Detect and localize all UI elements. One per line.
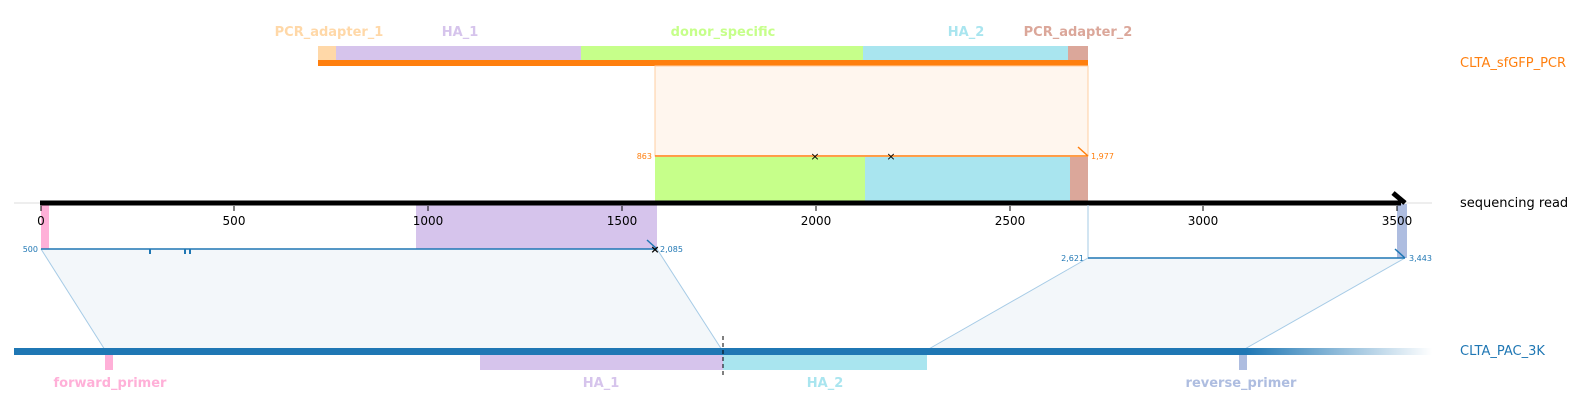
read-feature-block-forward-primer (41, 204, 49, 249)
read-tick-label: 3000 (1188, 214, 1219, 228)
ref-right-band-edge (926, 257, 1089, 351)
ref-right-alignment-start-label: 2,621 (1061, 254, 1084, 263)
pcr-feature-label: PCR_adapter_2 (1024, 25, 1133, 40)
read-feature-block-pcr-adapter-2 (1070, 157, 1088, 202)
pcr-feature-label: HA_1 (442, 25, 479, 40)
ref-left-band-edge (656, 248, 723, 351)
pcr-sequence-bar (318, 60, 1088, 66)
ref-feature-label: reverse_primer (1186, 376, 1298, 391)
pcr-track: PCR_adapter_1 HA_1 donor_specific HA_2 P… (275, 25, 1566, 71)
ref-alignments: × 500 2,085 2,621 3,443 (23, 205, 1432, 351)
mismatch-marker: × (886, 150, 895, 163)
pcr-feature-block-donor-specific (581, 46, 863, 62)
mismatch-marker: × (810, 150, 819, 163)
ref-right-alignment-end-label: 3,443 (1409, 254, 1432, 263)
pcr-alignment-arrowhead (1077, 146, 1089, 157)
ref-right-alignment-band (927, 258, 1405, 350)
ref-sequence-bar (14, 348, 1246, 355)
read-tick-label: 1500 (607, 214, 638, 228)
read-feature-block-ha-2 (865, 157, 1070, 202)
pcr-feature-label: PCR_adapter_1 (275, 25, 384, 40)
read-tick-label: 2500 (995, 214, 1026, 228)
read-tick-label: 1000 (413, 214, 444, 228)
pcr-alignment-start-label: 863 (637, 152, 652, 161)
ref-left-alignment-start-label: 500 (23, 245, 38, 254)
ref-feature-label: HA_1 (583, 376, 620, 391)
pcr-feature-block-ha-2 (863, 46, 1068, 62)
read-feature-block-reverse-primer (1397, 204, 1407, 258)
pcr-feature-block-pcr-adapter-2 (1068, 46, 1088, 62)
read-tick-label: 500 (223, 214, 246, 228)
pcr-alignment-band (654, 65, 1089, 157)
read-track: sequencing read 0 500 1000 1500 2000 250… (14, 191, 1568, 258)
read-sequence-name: sequencing read (1460, 196, 1568, 211)
pcr-feature-block-ha-1 (336, 46, 581, 62)
ref-feature-block-forward-primer (105, 354, 113, 370)
pcr-feature-label: donor_specific (671, 25, 776, 40)
pcr-feature-block-pcr-adapter-1 (318, 46, 336, 62)
ref-right-band-edge (1242, 257, 1406, 351)
ref-track: forward_primer HA_1 HA_2 reverse_primer … (14, 336, 1545, 391)
ref-feature-block-ha-2 (723, 354, 927, 370)
ref-feature-block-ha-1 (480, 354, 723, 370)
ref-sequence-bar-fade (1246, 348, 1432, 355)
ref-left-alignment-band (41, 249, 722, 350)
ref-feature-label: forward_primer (54, 376, 168, 391)
ref-left-band-edge (40, 248, 106, 351)
read-tick-label: 3500 (1382, 214, 1413, 228)
read-feature-block-ha-1 (416, 204, 657, 249)
ref-feature-block-reverse-primer (1239, 354, 1247, 370)
ref-left-alignment-arrowhead (646, 239, 658, 250)
read-feature-block-donor-specific (655, 157, 865, 202)
pcr-feature-label: HA_2 (948, 25, 985, 40)
ref-left-alignment-end-label: 2,085 (660, 245, 683, 254)
ref-sequence-name: CLTA_PAC_3K (1460, 344, 1545, 359)
read-tick-label: 2000 (801, 214, 832, 228)
pcr-alignment-end-label: 1,977 (1091, 152, 1114, 161)
read-direction-arrowhead (1391, 191, 1407, 205)
mismatch-marker: × (650, 243, 659, 256)
ref-right-alignment-arrowhead (1394, 248, 1406, 259)
pcr-sequence-name: CLTA_sfGFP_PCR (1460, 56, 1566, 71)
read-axis-ticks: 0 500 1000 1500 2000 2500 3000 3500 (37, 206, 1412, 228)
pcr-alignment: × × 863 1,977 (637, 65, 1114, 202)
read-tick-label: 0 (37, 214, 45, 228)
ref-feature-label: HA_2 (807, 376, 844, 391)
